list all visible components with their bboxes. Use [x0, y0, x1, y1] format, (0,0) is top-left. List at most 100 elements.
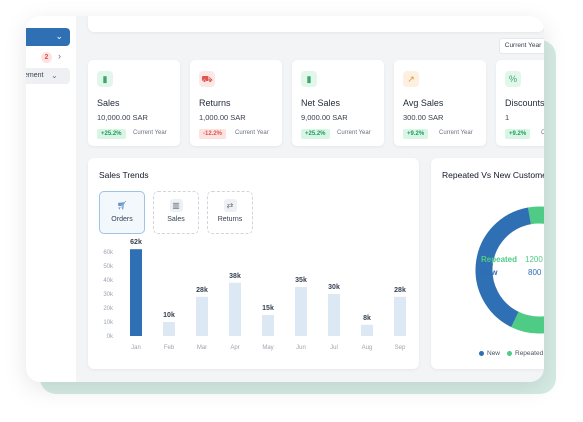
bar-chart-icon: ▥ — [169, 199, 183, 212]
y-tick-label: 50k — [103, 264, 114, 270]
y-tick-label: 40k — [103, 278, 114, 284]
bar-feb[interactable] — [163, 322, 175, 336]
sales-chart-icon: ▮ — [97, 71, 113, 87]
bar-data-label: 30k — [328, 284, 340, 291]
legend-swatch — [479, 350, 484, 356]
kpi-label: Discounts — [505, 98, 544, 108]
tab-label: Returns — [217, 216, 243, 223]
bar-sep[interactable] — [394, 296, 406, 336]
chevron-down-icon: ⌄ — [55, 31, 63, 41]
kpi-value: 9,000.00 SAR — [301, 113, 348, 122]
tab-label: Orders — [111, 216, 133, 223]
x-tick-label: Mar — [197, 345, 207, 351]
bar-may[interactable] — [262, 315, 274, 336]
tab-returns[interactable]: ⇄ Returns — [207, 191, 253, 234]
tab-orders[interactable]: 🛒︎ Orders — [99, 191, 145, 234]
sidebar-item-label: ement — [26, 72, 44, 79]
bar-data-label: 62k — [130, 239, 142, 246]
sales-trends-card: Sales Trends 🛒︎ Orders ▥ Sales ⇄ Returns… — [88, 158, 419, 369]
legend-swatch — [507, 350, 512, 356]
bar-data-label: 28k — [394, 287, 406, 294]
net-sales-chart-icon: ▮ — [301, 71, 317, 87]
bar-aug[interactable] — [361, 324, 373, 336]
x-tick-label: Feb — [164, 345, 175, 351]
x-tick-label: Jun — [296, 345, 306, 351]
card-title: Repeated Vs New Customers — [442, 170, 544, 180]
y-tick-label: 60k — [103, 250, 114, 256]
kpi-value: 300.00 SAR — [403, 113, 444, 122]
sidebar-item-notifications[interactable]: 2 › — [26, 50, 70, 66]
donut-center-value-new: 800 — [528, 268, 542, 277]
bar-jan[interactable] — [130, 249, 142, 336]
bar-data-label: 10k — [163, 312, 175, 319]
kpi-period: Current Year — [133, 130, 167, 136]
kpi-label: Sales — [97, 98, 120, 108]
legend-label: New — [487, 350, 501, 357]
returns-truck-icon: ⛟ — [199, 71, 215, 87]
tab-sales[interactable]: ▥ Sales — [153, 191, 199, 234]
bar-mar[interactable] — [196, 296, 208, 336]
legend-item-new: New — [479, 350, 500, 357]
dashboard-window: ⌄ 2 › ement ⌄ Current Year ▮ Sales 10,000.… — [26, 16, 544, 382]
kpi-label: Net Sales — [301, 98, 341, 108]
chevron-down-icon: ⌄ — [51, 71, 58, 80]
x-tick-label: Jul — [330, 345, 338, 351]
sales-trends-bar-chart: 0k 10k 20k 30k 40k 50k 60k 62k Jan 10k Feb 28k Mar 38… — [103, 239, 406, 351]
donut-slice-new[interactable] — [475, 207, 532, 328]
kpi-card-net-sales[interactable]: ▮ Net Sales 9,000.00 SAR +25.2% Current Year — [292, 60, 384, 146]
bar-data-label: 15k — [262, 305, 274, 312]
bar-data-label: 38k — [229, 273, 241, 280]
notification-count-badge: 2 — [41, 52, 52, 63]
x-tick-label: Apr — [230, 345, 239, 351]
donut-center-label-repeated: Repeated — [481, 255, 517, 264]
cart-icon: 🛒︎ — [116, 201, 128, 210]
kpi-period: Current Year — [235, 130, 269, 136]
x-tick-label: May — [262, 345, 273, 351]
bar-jun[interactable] — [295, 287, 307, 336]
sidebar: ⌄ 2 › ement ⌄ — [26, 16, 76, 382]
kpi-value: 10,000.00 SAR — [97, 113, 148, 122]
sidebar-item-active[interactable]: ⌄ — [26, 28, 70, 46]
donut-center-label-new: New — [481, 268, 498, 277]
x-tick-label: Jan — [131, 345, 141, 351]
discount-percent-icon: % — [505, 71, 521, 87]
kpi-card-sales[interactable]: ▮ Sales 10,000.00 SAR +25.2% Current Year — [88, 60, 180, 146]
period-select-button[interactable]: Current Year — [499, 38, 544, 54]
kpi-card-discounts[interactable]: % Discounts 1 +9.2% C — [496, 60, 544, 146]
repeated-vs-new-donut-chart: 40% Repeated 1200 New 800 — [450, 206, 544, 334]
kpi-change-badge: +25.2% — [97, 129, 126, 139]
kpi-period: C — [541, 130, 544, 136]
kpi-change-badge: +9.2% — [505, 129, 531, 139]
kpi-period: Current Year — [439, 130, 473, 136]
kpi-label: Returns — [199, 98, 231, 108]
kpi-card-returns[interactable]: ⛟ Returns 1,000.00 SAR -12.2% Current Year — [190, 60, 282, 146]
kpi-period: Current Year — [337, 130, 371, 136]
tab-label: Sales — [167, 216, 185, 223]
kpi-change-badge: +9.2% — [403, 129, 429, 139]
sidebar-item-management[interactable]: ement ⌄ — [26, 68, 70, 84]
avg-sales-trend-icon: ↗ — [403, 71, 419, 87]
legend-item-repeated: Repeated — [507, 350, 543, 357]
legend-label: Repeated — [515, 350, 544, 357]
bar-data-label: 8k — [363, 315, 371, 322]
kpi-label: Avg Sales — [403, 98, 444, 108]
x-tick-label: Aug — [362, 345, 373, 351]
kpi-value: 1,000.00 SAR — [199, 113, 246, 122]
slice-percent-label: 40% — [450, 287, 463, 294]
bar-data-label: 28k — [196, 287, 208, 294]
y-tick-label: 0k — [107, 334, 114, 340]
chevron-right-icon: › — [58, 51, 61, 61]
x-tick-label: Sep — [395, 345, 406, 351]
bar-apr[interactable] — [229, 282, 241, 336]
kpi-change-badge: +25.2% — [301, 129, 330, 139]
y-tick-label: 10k — [103, 320, 114, 326]
repeated-vs-new-card: Repeated Vs New Customers 40% Repeated 120… — [431, 158, 544, 369]
kpi-change-badge: -12.2% — [199, 129, 227, 139]
kpi-card-avg-sales[interactable]: ↗ Avg Sales 300.00 SAR +9.2% Current Year — [394, 60, 486, 146]
return-icon: ⇄ — [223, 199, 237, 212]
y-tick-label: 20k — [103, 306, 114, 312]
kpi-value: 1 — [505, 113, 510, 122]
card-title: Sales Trends — [99, 170, 149, 180]
donut-center-value-repeated: 1200 — [525, 255, 543, 264]
bar-jul[interactable] — [328, 294, 340, 336]
